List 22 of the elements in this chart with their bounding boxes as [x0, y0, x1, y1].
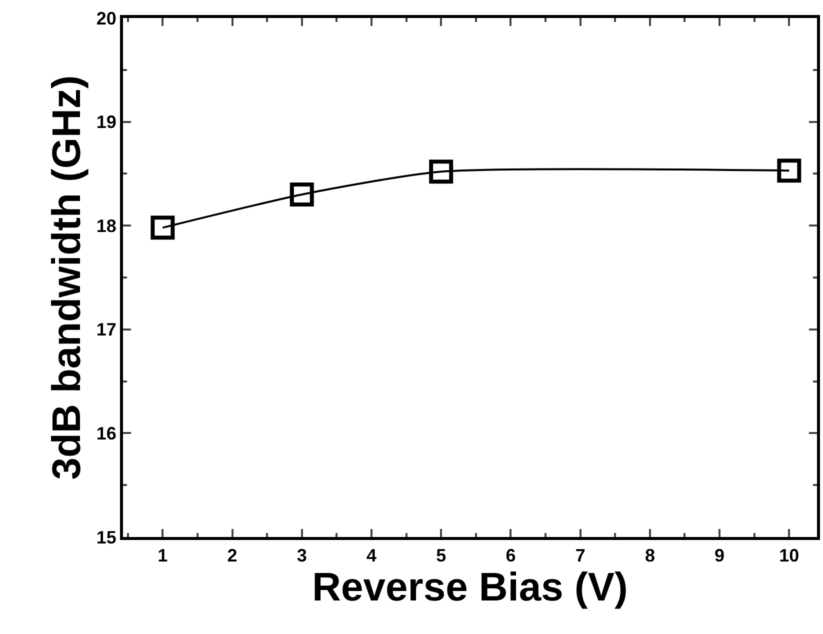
x-tick-label: 1	[158, 546, 168, 566]
x-tick-label: 6	[506, 546, 516, 566]
y-axis-title: 3dB bandwidth (GHz)	[44, 75, 89, 480]
y-tick-label: 19	[96, 112, 116, 132]
x-tick-label: 9	[714, 546, 725, 566]
point	[150, 216, 175, 240]
y-tick-label: 17	[96, 320, 116, 340]
x-tick-label: 8	[644, 546, 655, 566]
point	[429, 160, 454, 184]
y-tick-label: 18	[96, 216, 116, 236]
x-tick-label: 7	[575, 546, 586, 566]
x-axis-title: Reverse Bias (V)	[312, 566, 628, 610]
point	[777, 158, 802, 183]
x-tick-label: 5	[436, 546, 446, 566]
y-tick-label: 16	[96, 424, 116, 444]
x-tick-label: 2	[227, 546, 238, 566]
y-tick-label: 15	[96, 527, 116, 548]
point	[290, 182, 314, 206]
x-tick-label: 3	[296, 546, 307, 566]
y-tick-label: 20	[96, 8, 116, 28]
x-tick-label: 4	[366, 546, 377, 566]
x-tick-label: 10	[779, 546, 800, 566]
